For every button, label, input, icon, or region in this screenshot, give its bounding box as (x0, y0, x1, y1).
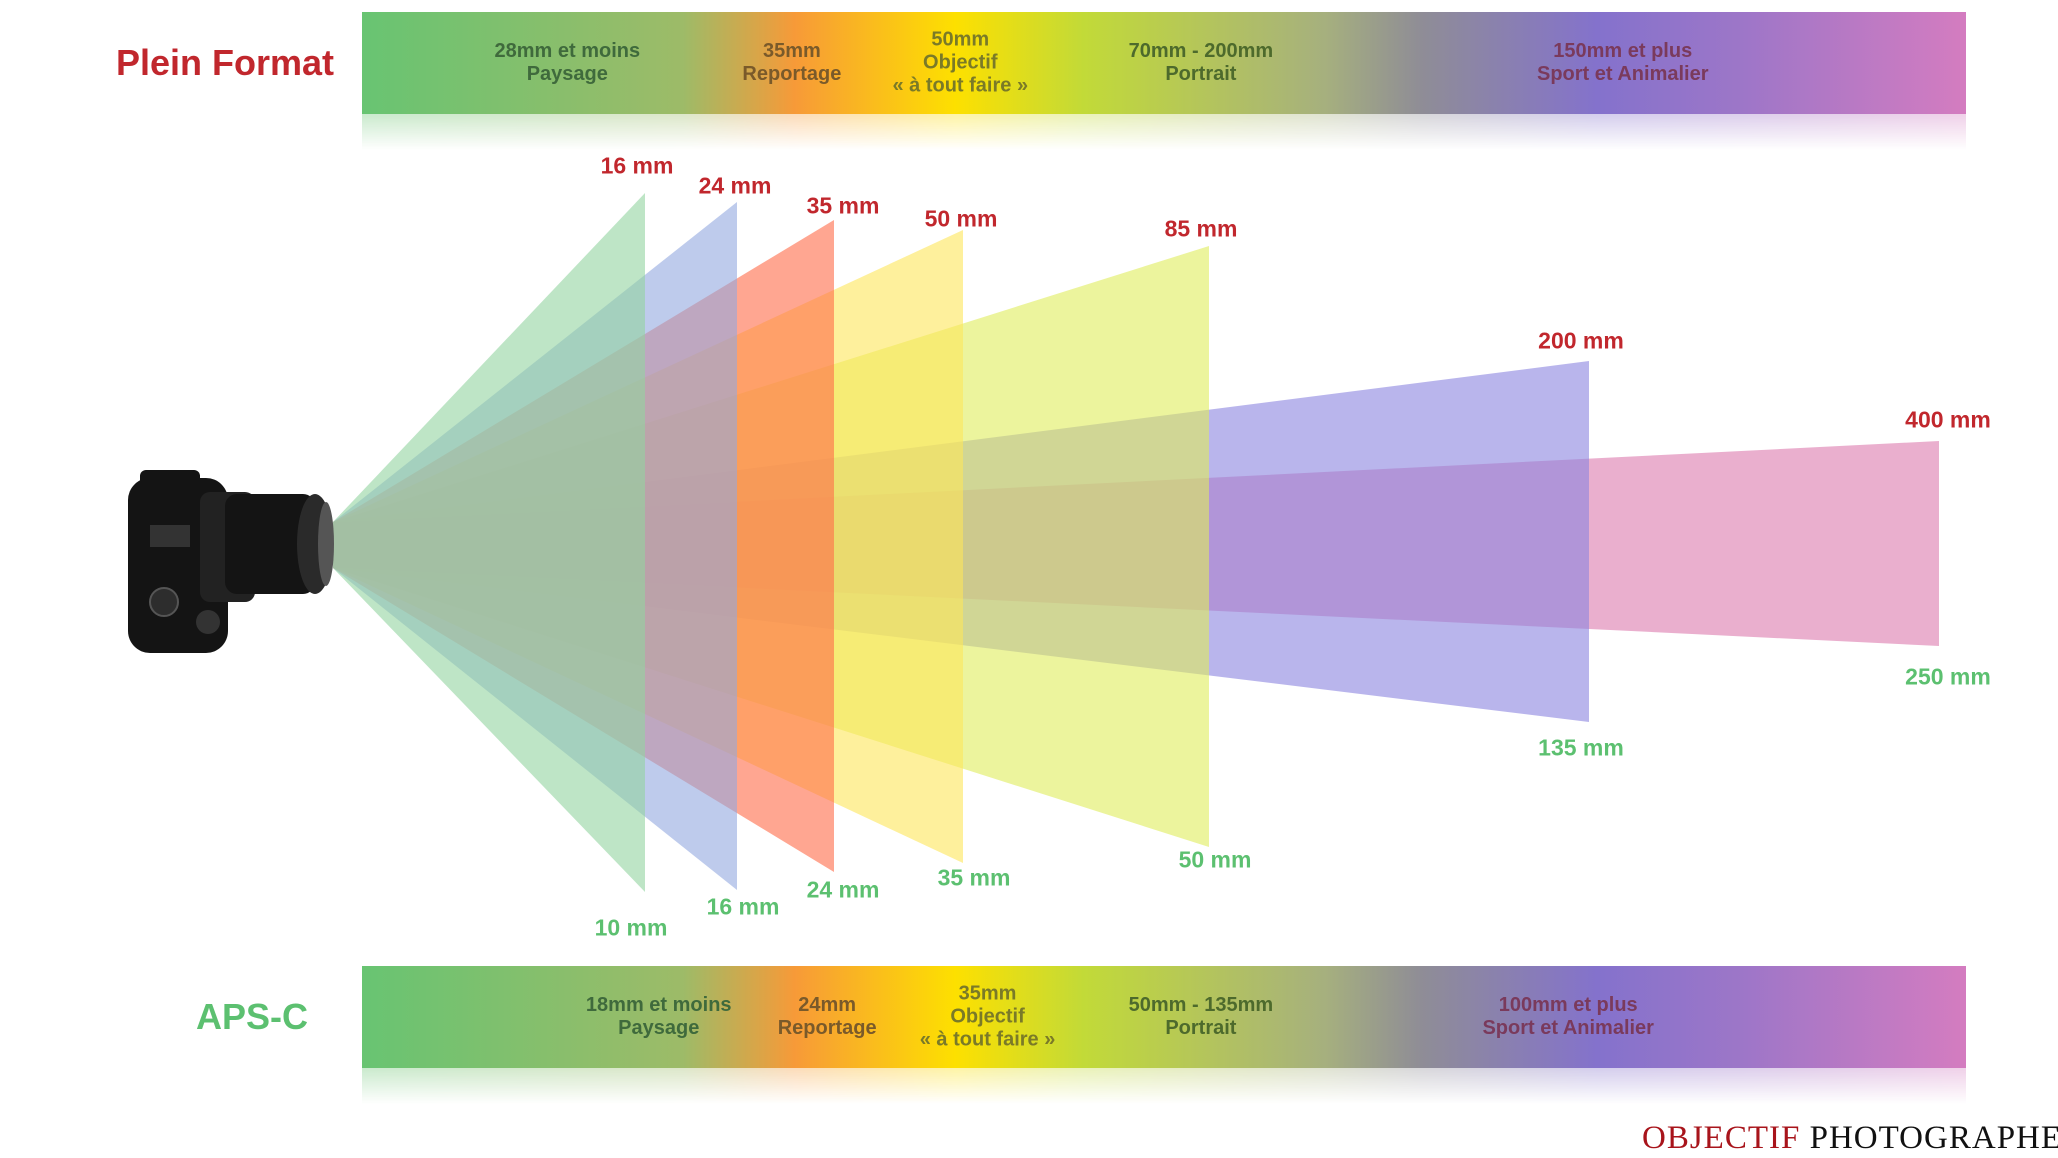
full-frame-title: Plein Format (116, 42, 335, 83)
band-line: 28mm et moins (494, 40, 641, 62)
full_frame-focal-label: 35 mm (806, 192, 880, 219)
band-line: Paysage (618, 1017, 700, 1039)
apsc-band-label: 35mm Objectif « à tout faire » (920, 983, 1056, 1052)
apsc-band-label: 50mm - 135mm Portrait (1129, 994, 1274, 1040)
full_frame-focal-label: 16 mm (600, 152, 674, 179)
full-frame-focal-bar (362, 12, 1966, 114)
band-line: 18mm et moins (585, 994, 732, 1016)
apsc-band-label: 24mm Reportage (778, 994, 877, 1040)
full_frame-band-label: 50mm Objectif « à tout faire » (892, 29, 1028, 98)
full_frame-focal-label: 24 mm (698, 172, 772, 199)
band-line: Sport et Animalier (1482, 1017, 1654, 1039)
full_frame-focal-label: 85 mm (1164, 215, 1238, 242)
band-line: 35mm (958, 982, 1017, 1005)
full_frame-focal-label: 400 mm (1905, 406, 1991, 433)
apsc-focal-label: 135 mm (1538, 734, 1624, 761)
full_frame-focal-label: 200 mm (1538, 327, 1624, 354)
apsc-band-label: 100mm et plus Sport et Animalier (1482, 994, 1654, 1040)
logo-part2: PHOTOGRAPHE (1809, 1120, 2058, 1156)
full_frame-band-label: 35mm Reportage (742, 40, 841, 86)
apsc-focal-label: 50 mm (1178, 846, 1252, 873)
band-line: Portrait (1165, 63, 1237, 85)
band-line: Objectif (923, 51, 998, 74)
full_frame-band-label: 70mm - 200mm Portrait (1129, 40, 1274, 86)
apsc-focal-label: 10 mm (594, 914, 668, 941)
band-line: 24mm (798, 994, 857, 1016)
apsc-band-label: 18mm et moins Paysage (586, 994, 732, 1040)
band-line: 50mm - 135mm (1128, 994, 1274, 1016)
full_frame-band-label: 150mm et plus Sport et Animalier (1537, 40, 1709, 86)
full-frame-bar-reflection (362, 114, 1966, 150)
band-line: Portrait (1165, 1017, 1237, 1039)
band-line: Reportage (742, 63, 842, 85)
band-line: 70mm - 200mm (1128, 40, 1274, 62)
band-line: « à tout faire » (892, 74, 1029, 97)
band-line: 50mm (931, 28, 990, 51)
band-line: 100mm et plus (1498, 994, 1638, 1016)
band-line: « à tout faire » (919, 1028, 1056, 1051)
apsc-focal-bar (362, 966, 1966, 1068)
cone-16mm (333, 193, 645, 892)
band-line: Objectif (950, 1005, 1025, 1028)
apsc-bar-reflection (362, 1068, 1966, 1104)
brand-logo: OBJECTIF PHOTOGRAPHE (1642, 1120, 2058, 1157)
full_frame-focal-label: 50 mm (924, 205, 998, 232)
apsc-focal-label: 35 mm (937, 864, 1011, 891)
apsc-title: APS-C (196, 996, 309, 1037)
apsc-focal-label: 16 mm (706, 893, 780, 920)
band-line: Reportage (777, 1017, 877, 1039)
full_frame-band-label: 28mm et moins Paysage (494, 40, 640, 86)
logo-part1: OBJECTIF (1642, 1120, 1801, 1156)
apsc-focal-label: 24 mm (806, 876, 880, 903)
apsc-focal-label: 250 mm (1905, 663, 1991, 690)
band-line: 150mm et plus (1553, 40, 1693, 62)
band-line: Paysage (526, 63, 608, 85)
band-line: 35mm (762, 40, 821, 62)
band-line: Sport et Animalier (1536, 63, 1709, 85)
